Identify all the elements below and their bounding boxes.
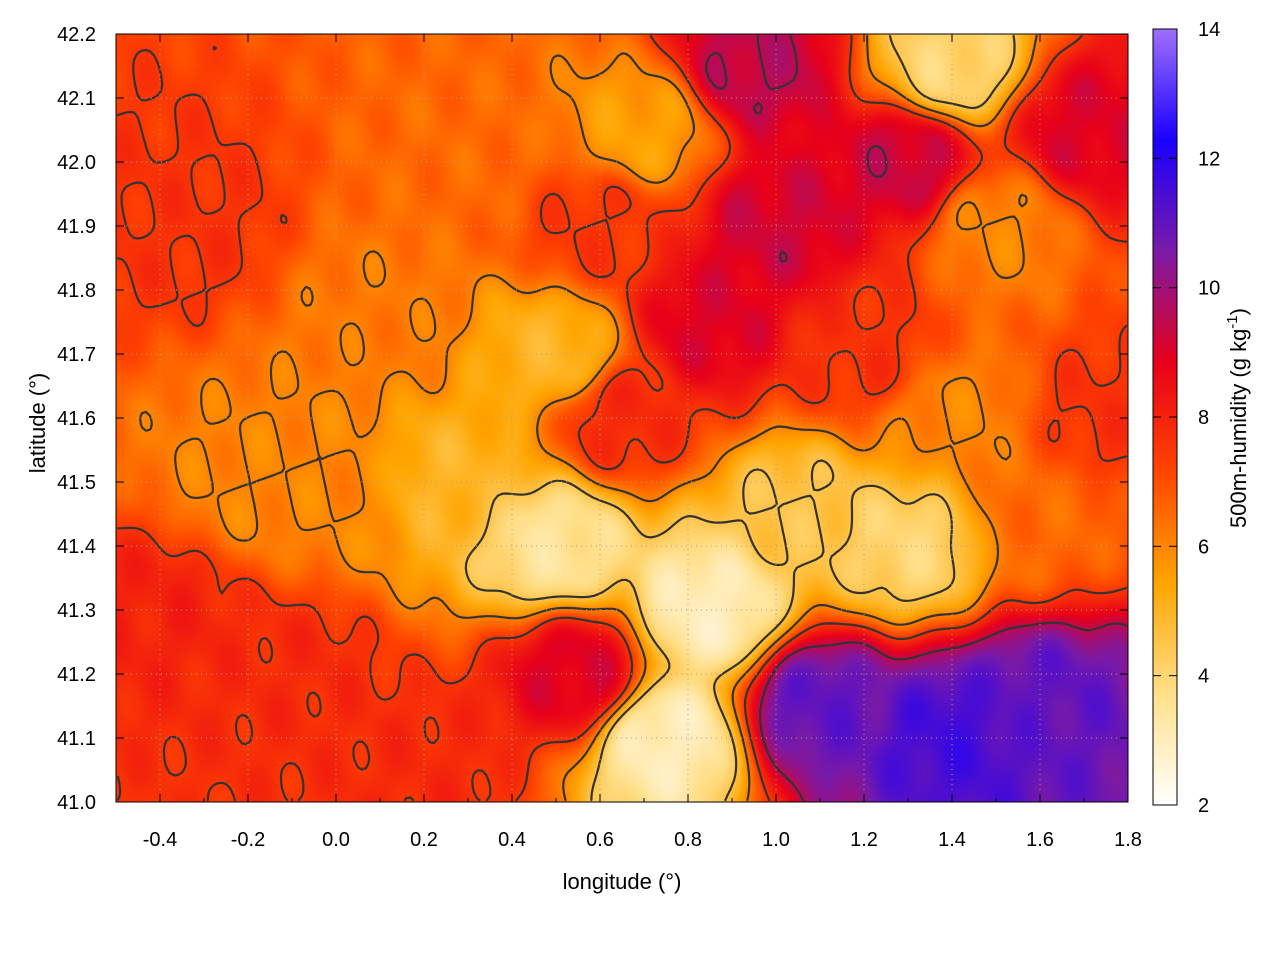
colorbar-title: 500m-humidity (g kg-1) <box>1224 308 1251 528</box>
grid-lines <box>116 34 1128 802</box>
y-tick-label: 42.1 <box>57 88 96 110</box>
x-tick-label: -0.2 <box>231 829 265 851</box>
y-axis: 41.0 41.1 41.2 41.3 41.4 41.5 41.6 41.7 41.8 41.9… <box>57 24 1128 814</box>
x-tick-label: 0.2 <box>410 829 438 851</box>
x-tick-label: 1.2 <box>850 829 878 851</box>
y-tick-label: 41.9 <box>57 216 96 238</box>
colorbar-ticks: 2 4 6 8 10 12 14 <box>1153 19 1220 817</box>
colorbar-tick-label: 10 <box>1198 278 1220 300</box>
colorbar-title-main: 500m-humidity (g kg <box>1226 329 1251 528</box>
y-tick-label: 42.2 <box>57 24 96 46</box>
colorbar-tick-label: 14 <box>1198 19 1220 41</box>
y-tick-label: 41.7 <box>57 344 96 366</box>
plot-area <box>115 33 1129 803</box>
y-tick-label: 41.8 <box>57 280 96 302</box>
colorbar-tick-label: 4 <box>1198 666 1209 688</box>
x-axis: -0.4 -0.2 0.0 0.2 0.4 0.6 0.8 1.0 1.2 1.4 1.6 1.8 <box>115 34 1142 851</box>
x-tick-label: 1.4 <box>938 829 966 851</box>
colorbar-tick-label: 6 <box>1198 536 1209 558</box>
contour-line <box>139 34 1038 802</box>
colorbar-tick-label: 8 <box>1198 407 1209 429</box>
colorbar-title-exponent: -1 <box>1224 315 1241 328</box>
y-tick-label: 41.2 <box>57 664 96 686</box>
y-tick-label: 41.4 <box>57 536 96 558</box>
y-tick-label: 41.0 <box>57 792 96 814</box>
y-tick-label: 41.5 <box>57 472 96 494</box>
colorbar-tick-label: 2 <box>1198 795 1209 817</box>
x-tick-label: 0.0 <box>322 829 350 851</box>
colorbar: 2 4 6 8 10 12 14 500m-humidity (g kg-1) <box>1152 19 1251 817</box>
y-tick-label: 41.3 <box>57 600 96 622</box>
colorbar-tick-label: 12 <box>1198 148 1220 170</box>
x-axis-title: longitude (°) <box>563 869 682 894</box>
x-tick-label: 0.4 <box>498 829 526 851</box>
x-tick-label: 0.6 <box>586 829 614 851</box>
y-tick-label: 41.6 <box>57 408 96 430</box>
x-tick-label: -0.4 <box>143 829 177 851</box>
y-tick-label: 42.0 <box>57 152 96 174</box>
y-tick-label: 41.1 <box>57 728 96 750</box>
contour-lines <box>116 34 1128 802</box>
contour-line <box>116 34 1128 802</box>
colorbar-title-close: ) <box>1226 308 1251 315</box>
x-tick-label: 1.8 <box>1114 829 1142 851</box>
contour-line <box>464 34 1016 802</box>
y-axis-title: latitude (°) <box>25 373 50 474</box>
x-tick-label: 0.8 <box>674 829 702 851</box>
x-tick-label: 1.0 <box>762 829 790 851</box>
x-tick-label: 1.6 <box>1026 829 1054 851</box>
